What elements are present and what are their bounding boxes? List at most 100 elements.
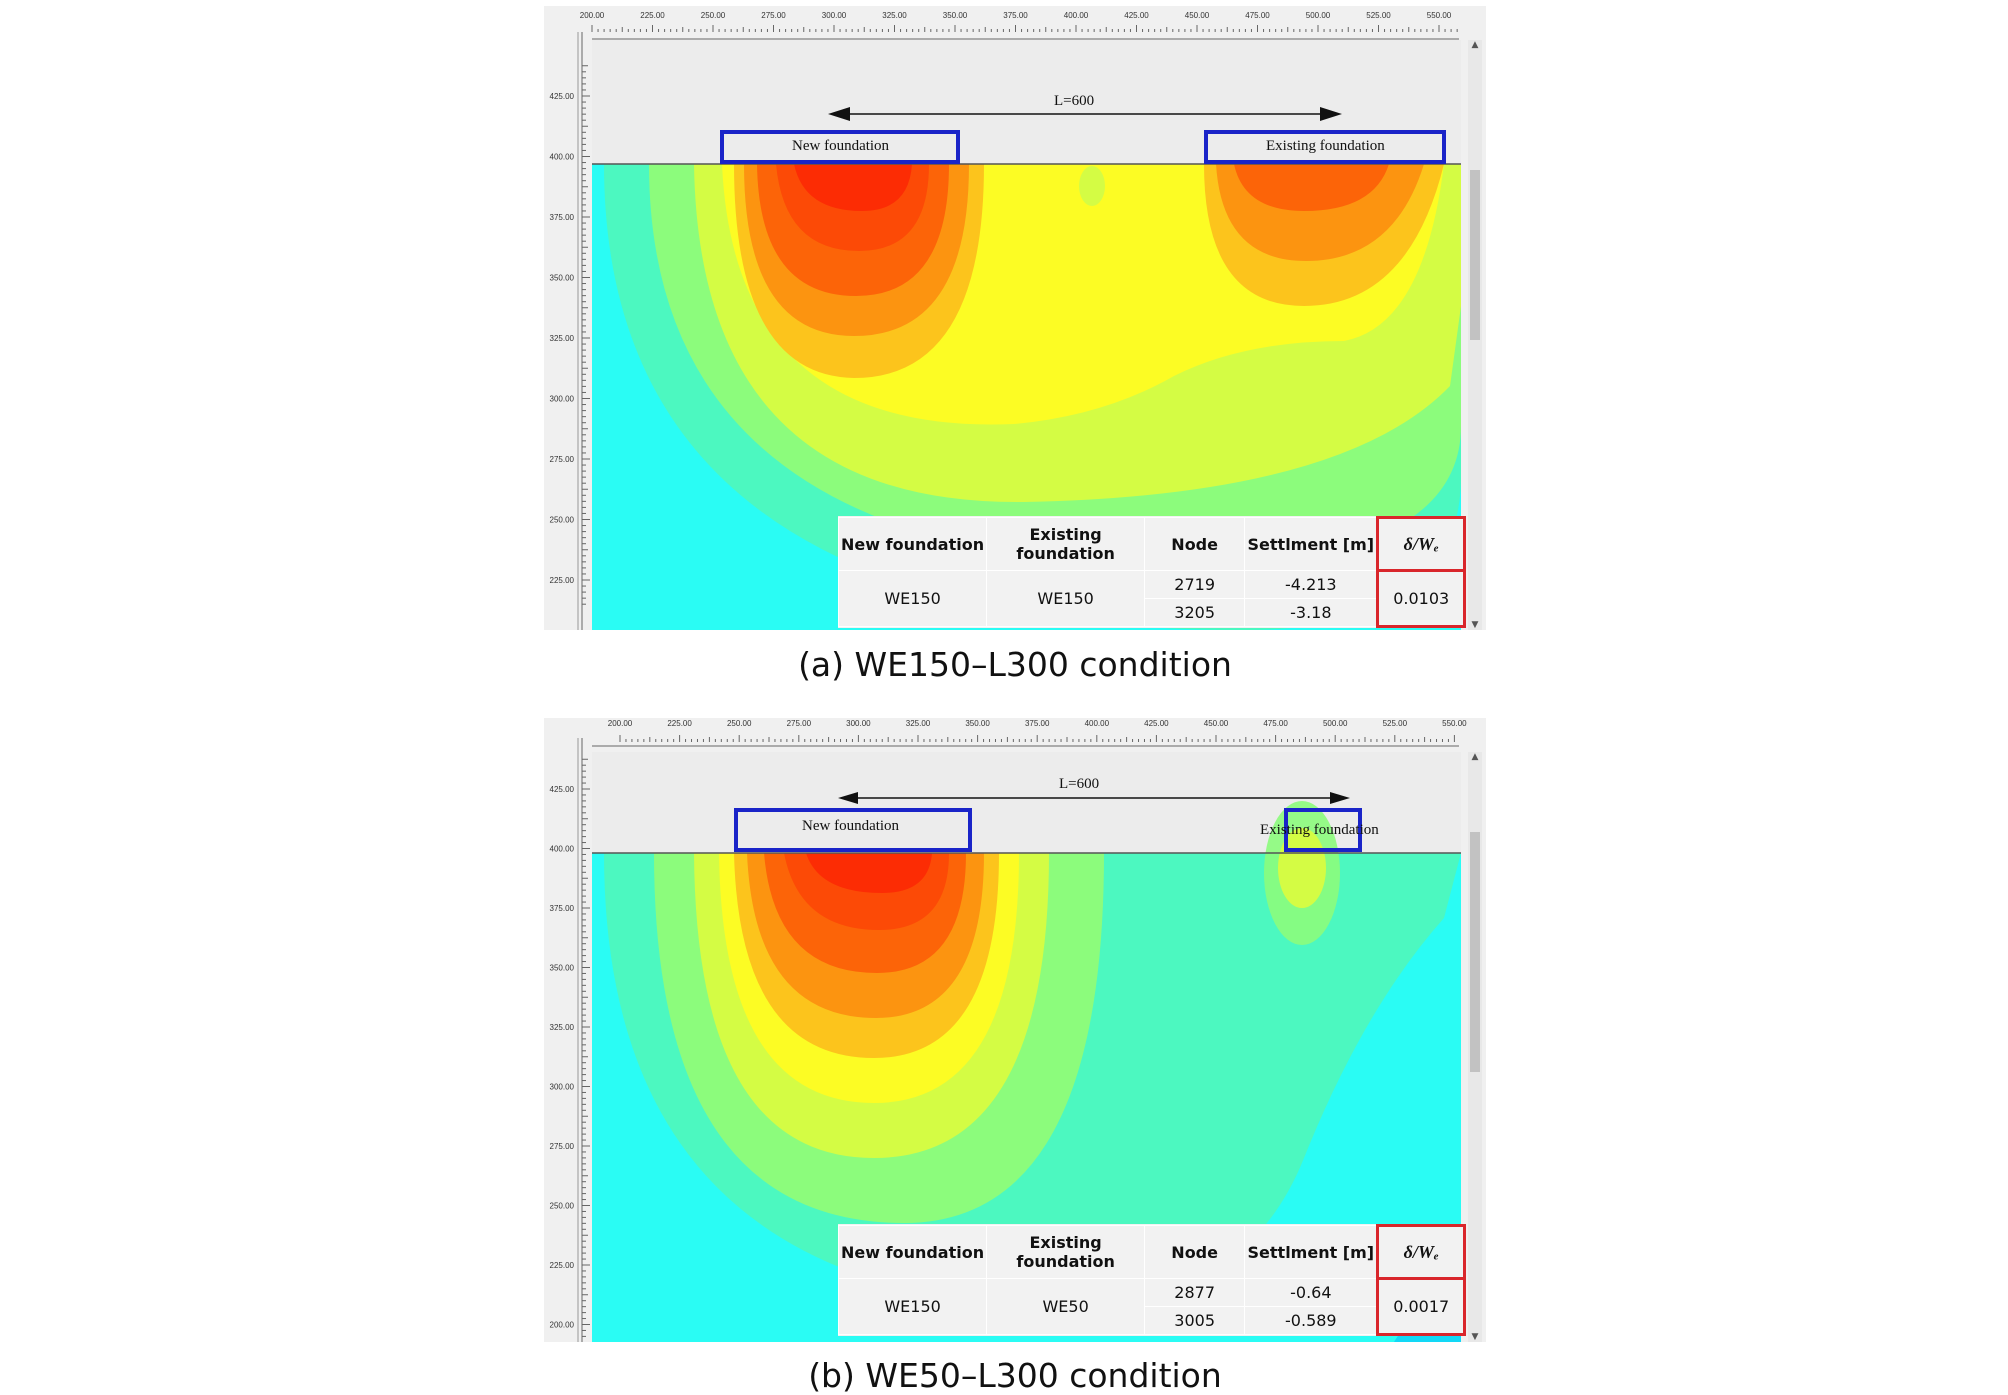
table-header-row: New foundation Existing foundation Node … [837, 516, 1466, 572]
cell-ratio: 0.0103 [1376, 569, 1466, 628]
y-tick-label: 250.00 [550, 1202, 575, 1211]
span-label-a: L=600 [1054, 93, 1095, 109]
x-tick-label: 375.00 [1025, 719, 1050, 728]
cell-new-foundation: WE150 [837, 570, 988, 627]
y-tick-label: 375.00 [550, 904, 575, 913]
x-tick-label: 550.00 [1427, 11, 1452, 20]
x-tick-label: 325.00 [882, 11, 907, 20]
header-existing-foundation: Existing foundation [986, 1225, 1146, 1279]
x-tick-label: 500.00 [1306, 11, 1331, 20]
caption-a: (a) WE150–L300 condition [798, 645, 1232, 684]
x-tick-label: 200.00 [608, 719, 633, 728]
y-tick-label: 300.00 [550, 1083, 575, 1092]
existing-foundation-label-a: Existing foundation [1266, 138, 1385, 154]
cell-settlement: -0.589 [1244, 1306, 1379, 1335]
y-tick-label: 375.00 [550, 213, 575, 222]
scroll-down-arrow-a[interactable]: ▼ [1471, 620, 1479, 630]
y-tick-label: 325.00 [550, 1023, 575, 1032]
x-tick-label: 350.00 [943, 11, 968, 20]
x-tick-label: 250.00 [727, 719, 752, 728]
header-new-foundation: New foundation [837, 1225, 988, 1279]
header-existing-foundation: Existing foundation [986, 517, 1146, 571]
y-tick-label: 350.00 [550, 964, 575, 973]
x-tick-label: 400.00 [1064, 11, 1089, 20]
new-foundation-label-b: New foundation [802, 818, 900, 834]
x-tick-label: 325.00 [906, 719, 931, 728]
existing-foundation-label-b: Existing foundation [1260, 822, 1379, 838]
caption-b: (b) WE50–L300 condition [808, 1356, 1222, 1395]
x-tick-label: 525.00 [1383, 719, 1408, 728]
cell-node: 2719 [1144, 570, 1246, 599]
y-tick-label: 200.00 [550, 1321, 575, 1330]
contour-view-panel-b: 200.00 225.00 250.00 275.00 300.00 325.00 350.… [544, 718, 1486, 1342]
x-tick-label: 425.00 [1144, 719, 1169, 728]
results-table-a: New foundation Existing foundation Node … [837, 516, 1466, 628]
header-new-foundation: New foundation [837, 517, 988, 571]
table-header-row: New foundation Existing foundation Node … [837, 1224, 1466, 1280]
results-table-b: New foundation Existing foundation Node … [837, 1224, 1466, 1336]
cell-node: 2877 [1144, 1278, 1246, 1307]
y-tick-label: 425.00 [550, 92, 575, 101]
header-node: Node [1144, 1225, 1246, 1279]
scroll-thumb-a[interactable] [1470, 170, 1480, 340]
x-tick-label: 475.00 [1245, 11, 1270, 20]
new-foundation-box-b [734, 808, 972, 852]
x-tick-label: 275.00 [761, 11, 786, 20]
cell-settlement: -3.18 [1244, 598, 1379, 627]
cell-settlement: -0.64 [1244, 1278, 1379, 1307]
cell-settlement: -4.213 [1244, 570, 1379, 599]
table-row: 3205 -3.18 [839, 598, 1465, 627]
x-tick-label: 550.00 [1442, 719, 1467, 728]
vertical-scrollbar-b[interactable]: ▲ ▼ [1468, 752, 1482, 1342]
y-tick-label: 325.00 [550, 334, 575, 343]
table-row: WE150 WE150 2719 -4.213 0.0103 [837, 569, 1466, 628]
table-row: WE150 WE50 2877 -0.64 0.0017 [837, 1277, 1466, 1336]
scroll-up-arrow-b[interactable]: ▲ [1471, 752, 1479, 762]
x-tick-label: 250.00 [701, 11, 726, 20]
contour-view-panel-a: 200.00 225.00 250.00 275.00 300.00 325.00 350.… [544, 6, 1486, 630]
existing-foundation-box-a [1204, 130, 1446, 164]
y-tick-label: 225.00 [550, 576, 575, 585]
header-ratio: δ/Wₑ [1376, 1224, 1466, 1280]
x-tick-label: 375.00 [1003, 11, 1028, 20]
header-settlement: Settlment [m] [1244, 517, 1379, 571]
cell-node: 3005 [1144, 1306, 1246, 1335]
y-tick-label: 350.00 [550, 274, 575, 283]
scroll-up-arrow-a[interactable]: ▲ [1471, 40, 1479, 50]
x-tick-label: 525.00 [1366, 11, 1391, 20]
x-tick-label: 450.00 [1204, 719, 1229, 728]
x-tick-label: 350.00 [965, 719, 990, 728]
x-tick-label: 300.00 [822, 11, 847, 20]
x-axis-ticks-a: 200.00 225.00 250.00 275.00 300.00 325.00 350.… [580, 11, 1458, 32]
cell-new-foundation: WE150 [837, 1278, 988, 1335]
span-label-b: L=600 [1059, 776, 1100, 792]
vertical-scrollbar-a[interactable]: ▲ ▼ [1468, 40, 1482, 630]
x-tick-label: 200.00 [580, 11, 605, 20]
y-axis-ticks-b: 425.00 400.00 375.00 350.00 325.00 300.00 275.… [550, 758, 590, 1337]
scroll-down-arrow-b[interactable]: ▼ [1471, 1332, 1479, 1342]
y-tick-label: 250.00 [550, 516, 575, 525]
header-settlement: Settlment [m] [1244, 1225, 1379, 1279]
x-tick-label: 275.00 [787, 719, 812, 728]
existing-foundation-box-b [1284, 808, 1362, 852]
x-tick-label: 225.00 [667, 719, 692, 728]
y-tick-label: 300.00 [550, 395, 575, 404]
x-tick-label: 475.00 [1263, 719, 1288, 728]
top-ruler-a [544, 6, 1486, 40]
x-axis-ticks-b: 200.00 225.00 250.00 275.00 300.00 325.00 350.… [608, 719, 1467, 742]
y-tick-label: 400.00 [550, 153, 575, 162]
header-ratio: δ/Wₑ [1376, 516, 1466, 572]
cell-node: 3205 [1144, 598, 1246, 627]
y-tick-label: 275.00 [550, 455, 575, 464]
y-tick-label: 225.00 [550, 1261, 575, 1270]
ratio-symbol: δ/Wₑ [1403, 533, 1439, 554]
new-foundation-box-a [720, 130, 960, 164]
scroll-thumb-b[interactable] [1470, 832, 1480, 1072]
ratio-symbol: δ/Wₑ [1403, 1241, 1439, 1262]
x-tick-label: 450.00 [1185, 11, 1210, 20]
header-node: Node [1144, 517, 1246, 571]
x-tick-label: 300.00 [846, 719, 871, 728]
x-tick-label: 425.00 [1124, 11, 1149, 20]
table-row: 3005 -0.589 [839, 1306, 1465, 1335]
y-axis-ticks-a: 425.00 400.00 375.00 350.00 325.00 300.00 275.… [550, 65, 590, 605]
